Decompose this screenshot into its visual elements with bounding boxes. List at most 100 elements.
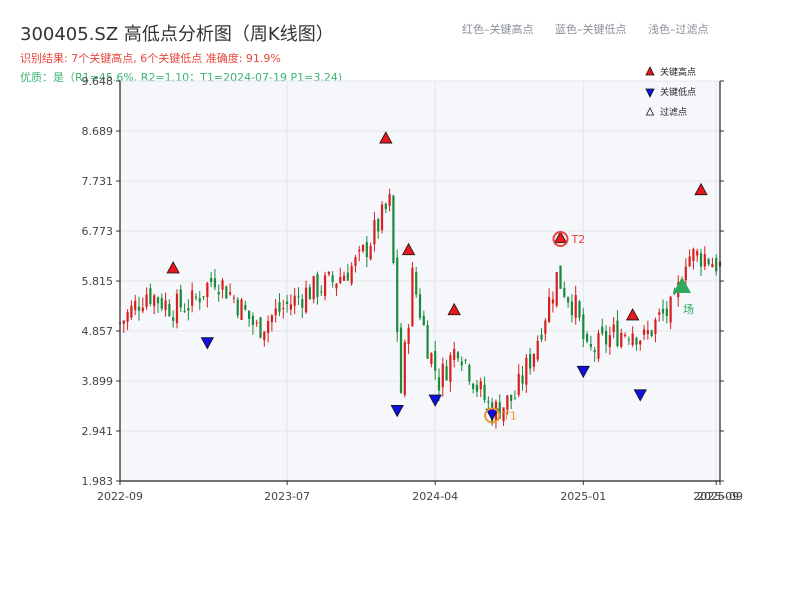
candle-body bbox=[616, 320, 619, 347]
candle-body bbox=[510, 394, 513, 401]
key-low-marker bbox=[200, 337, 215, 350]
candle-body bbox=[464, 359, 467, 361]
candle-body bbox=[327, 271, 330, 275]
candle-body bbox=[574, 295, 577, 318]
candle-body bbox=[529, 354, 532, 369]
y-tick-label: 5.815 bbox=[82, 275, 114, 288]
candle-body bbox=[354, 257, 357, 266]
candle-body bbox=[422, 315, 425, 325]
x-tick-label: 2022-09 bbox=[97, 490, 143, 503]
candle-body bbox=[601, 326, 604, 334]
candle-body bbox=[316, 274, 319, 297]
candle-body bbox=[304, 287, 308, 313]
candle-body bbox=[472, 383, 475, 389]
result-line: 识别结果: 7个关键高点, 6个关键低点 准确度: 91.9% bbox=[20, 52, 281, 65]
candle-body bbox=[684, 266, 687, 281]
candle-body bbox=[270, 315, 273, 323]
candle-body bbox=[475, 384, 479, 392]
key-high-marker bbox=[625, 308, 640, 321]
y-tick-label: 4.857 bbox=[82, 325, 114, 338]
candle-body bbox=[532, 354, 536, 367]
candle-body bbox=[164, 300, 167, 310]
candle-body bbox=[483, 384, 486, 401]
candle-body bbox=[688, 256, 691, 267]
y-tick-label: 6.773 bbox=[82, 225, 114, 238]
key-high-marker bbox=[694, 182, 708, 196]
candle-body bbox=[696, 250, 699, 256]
candle-body bbox=[563, 287, 566, 297]
candle-body bbox=[392, 195, 395, 263]
candle-body bbox=[669, 296, 672, 323]
entry-marker bbox=[673, 277, 692, 294]
candle-body bbox=[350, 265, 353, 284]
candle-body bbox=[198, 298, 201, 303]
top-color-legend: 红色–关键高点 蓝色–关键低点 浅色–过滤点 bbox=[462, 21, 727, 37]
candle-body bbox=[540, 334, 543, 340]
candle-body bbox=[191, 290, 194, 306]
chart-title: 300405.SZ 高低点分析图（周K线图） bbox=[20, 24, 334, 45]
candle-body bbox=[639, 340, 642, 345]
candle-body bbox=[187, 308, 190, 311]
candle-body bbox=[202, 296, 205, 298]
candle-body bbox=[506, 395, 509, 410]
candle-body bbox=[153, 295, 156, 307]
candle-body bbox=[703, 254, 706, 267]
key-high-marker bbox=[166, 261, 180, 274]
candle-body bbox=[308, 287, 311, 300]
candle-body bbox=[631, 333, 634, 346]
candle-body bbox=[206, 282, 209, 298]
candle-body bbox=[430, 353, 433, 365]
candle-body bbox=[578, 301, 581, 318]
candle-body bbox=[567, 297, 570, 303]
candle-body bbox=[342, 275, 346, 281]
candle-body bbox=[585, 333, 589, 342]
candle-body bbox=[399, 327, 403, 393]
candle-body bbox=[255, 322, 258, 324]
candle-body bbox=[513, 398, 517, 400]
candle-body bbox=[172, 317, 175, 321]
x-tick-label: 2024-04 bbox=[412, 490, 458, 503]
candle-body bbox=[623, 334, 627, 337]
candle-body bbox=[642, 329, 646, 335]
candle-body bbox=[289, 304, 292, 310]
candle-body bbox=[183, 311, 186, 313]
candle-body bbox=[453, 348, 456, 360]
candle-body bbox=[415, 272, 418, 295]
candle-body bbox=[460, 361, 463, 366]
candle-body bbox=[225, 286, 228, 299]
candle-body bbox=[358, 249, 361, 252]
annotation-circle-t1 bbox=[484, 407, 501, 424]
candle-body bbox=[654, 319, 657, 334]
candle-body bbox=[236, 299, 239, 316]
x-tick-label: 2025-01 bbox=[560, 490, 606, 503]
candle-body bbox=[331, 275, 334, 283]
candle-body bbox=[593, 350, 596, 353]
legend-label-3: 过滤点 bbox=[660, 106, 687, 118]
y-tick-label: 7.731 bbox=[82, 175, 114, 188]
candle-body bbox=[141, 307, 144, 312]
candle-body bbox=[259, 317, 262, 338]
candle-body bbox=[479, 381, 482, 390]
top-legend-light: 浅色–过滤点 bbox=[648, 23, 709, 36]
candle-body bbox=[661, 308, 665, 314]
candle-body bbox=[449, 355, 452, 382]
candle-body bbox=[248, 310, 251, 319]
candle-body bbox=[175, 293, 179, 324]
candle-body bbox=[267, 321, 270, 334]
candle-body bbox=[699, 253, 703, 267]
candle-body bbox=[377, 219, 380, 232]
candle-body bbox=[544, 320, 547, 334]
x-tick-label: 2023-07 bbox=[264, 490, 310, 503]
key-low-marker bbox=[576, 365, 590, 379]
annotation-circle-t2 bbox=[552, 231, 569, 248]
candle-body bbox=[692, 249, 695, 261]
candle-body bbox=[232, 297, 236, 299]
candle-body bbox=[582, 314, 585, 340]
candle-body bbox=[320, 291, 323, 293]
candle-body bbox=[312, 276, 315, 300]
candle-body bbox=[620, 332, 623, 347]
candle-body bbox=[130, 305, 133, 318]
candle-body bbox=[715, 258, 718, 272]
candle-body bbox=[251, 315, 255, 325]
